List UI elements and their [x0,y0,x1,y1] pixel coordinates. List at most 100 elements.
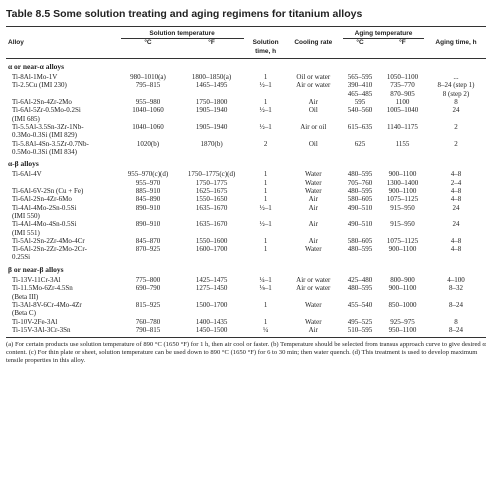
table-cell: 1075–1125 [386,195,419,204]
section-row: α or near-α alloys [6,58,486,73]
column-header: Cooling rate [285,39,342,59]
table-row: Ti-5.5Al-3.5Sn-3Zr-1Nb- 0.3Mo-0.3Si (IMI… [6,123,486,140]
table: Solution temperature Aging temperature A… [6,27,486,339]
table-cell: 1750–1775(c)(d) 1750–1775 [187,170,236,187]
alloy-cell: Ti-6Al-6V-2Sn (Cu + Fe) [12,187,84,196]
alloy-cell: Ti-6Al-2Sn-4Zr-2Mo [12,98,72,107]
table-cell: Air [308,220,318,229]
table-cell: 1500–1700 [195,300,228,309]
table-cell: Water [305,317,322,326]
table-row: Ti-6Al-2Sn-2Zr-2Mo-2Cr- 0.25Si 870–925 160… [6,245,486,262]
table-cell: ½–1 [259,203,272,212]
table-cell: 1 1 [263,170,268,187]
table-cell: 1155 [395,139,410,148]
table-cell: Water [305,187,322,196]
table-body: α or near-α alloys Ti-8Al-1Mo-1V 980–1010(… [6,58,486,339]
table-cell: 795–815 [135,81,161,90]
table-cell: 1 [263,195,268,204]
table-cell: ½–1 [259,122,272,131]
table-header: Solution temperature Aging temperature A… [6,27,486,59]
table-cell: 8 [454,98,458,107]
table-cell: 790–815 [118,325,178,339]
table-cell: 2 [454,139,458,148]
header-spacer [246,27,286,39]
table-cell: 1905–1940 [195,122,228,131]
table-cell: 1870(b) [200,139,223,148]
table-row: Ti-11.5Mo-6Zr-4.5Sn (Beta III) 690–790 127… [6,284,486,301]
column-header: Solution time, h [245,39,286,59]
table-cell: 1140–1175 [386,122,418,131]
table-cell: 540–560 [347,106,373,115]
table-cell: ½–1 [259,220,272,229]
table-cell: 915–950 [390,203,415,212]
table-cell: ½–1 [259,81,272,90]
table-cell: 890–910 [135,220,161,229]
table-row: Ti-6Al-4V 955–970(c)(d) 955–970 1750–1775(… [6,170,486,187]
table-cell: Air [285,325,342,339]
table-cell: 455–540 [347,300,373,309]
column-header: Aging time, h [426,39,486,59]
table-cell: 8–24 [426,325,486,339]
table-cell: 890–910 [135,203,161,212]
table-cell: 8–24 (step 1) 8 (step 2) [437,81,475,98]
alloy-cell: Ti-13V-11Cr-3Al [12,276,61,285]
table-cell: Oil [308,139,318,148]
table-cell: 1600–1700 [195,245,228,254]
header-spacer [285,27,341,39]
table-cell: Oil or water [296,73,331,82]
table-cell: Water [305,245,322,254]
alloy-cell: Ti-6Al-4V [12,170,42,179]
table-cell: 2 [454,122,458,131]
alloy-cell: Ti-15V-3Al-3Cr-3Sn [6,325,119,339]
table-cell: 425–480 [347,276,373,285]
table-cell: 980–1010(a) [130,73,166,82]
table-cell: 1020(b) [136,139,160,148]
header-group-label: Aging temperature [343,30,424,40]
table-cell: 495–525 [347,317,373,326]
alloy-cell: Ti-3Al-8V-6Cr-4Mo-4Zr (Beta C) [12,300,82,318]
table-cell: 1905–1940 [195,106,228,115]
header-column-row: Alloy °C °F Solution time, h Cooling rate °C °… [6,39,486,59]
table-cell: 1 [263,245,268,254]
table-cell: 4–100 [447,276,465,285]
table-cell: 900–1100 1300–1400 [386,170,419,187]
table-row: Ti-6Al-2Sn-4Zr-2Mo 955–980 1750–1800 1 Air 59… [6,98,486,106]
table-cell: ⅛–1 [259,284,272,293]
table-cell: 1 [263,73,268,82]
table-cell: 950–1100 [378,325,426,339]
table-cell: Water [305,300,322,309]
table-cell: 510–595 [341,325,379,339]
table-cell: 8–32 [449,284,463,293]
table-cell: 1550–1600 [195,236,228,245]
alloy-cell: Ti-4Al-4Mo-2Sn-0.5Si (IMI 550) [12,203,77,220]
header-spacer [426,27,486,39]
table-cell: 1635–1670 [195,220,228,229]
alloy-cell: Ti-10V-2Fe-3Al [12,317,58,326]
table-cell: Air or water [296,276,331,285]
table-cell: 480–595 705–760 [347,170,373,187]
table-cell: 955–980 [135,98,161,107]
table-row: Ti-10V-2Fe-3Al 760–780 1400–1435 1 Water 495–… [6,318,486,326]
table-cell: Air or oil [300,122,327,131]
table-cell: 4–8 [450,195,462,204]
column-header: °F [378,39,426,59]
table-cell: 390–410 465–485 [347,81,373,98]
table-cell: ¼ [245,325,286,339]
table-cell: 1 [263,300,268,309]
table-cell: 625 [354,139,366,148]
table-cell: 1425–1475 [195,276,228,285]
table-cell: 24 [452,106,460,115]
table-cell: 925–975 [390,317,415,326]
alloy-cell: Ti-6Al-5Zr-0.5Mo-0.2Si (IMI 685) [12,106,81,123]
table-cell: 1 [263,98,268,107]
header-group-row: Solution temperature Aging temperature [6,27,486,40]
table-cell: 690–790 [135,284,161,293]
header-group: Aging temperature [341,27,426,40]
table-cell: 490–510 [347,220,373,229]
table-cell: Oil [308,106,318,115]
section-title: α or near-α alloys [8,61,65,71]
table-cell: 1275–1450 [195,284,228,293]
table-cell: 955–970(c)(d) 955–970 [127,170,169,187]
table-row: Ti-5.8Al-4Sn-3.5Zr-0.7Nb- 0.5Mo-0.3Si (I… [6,140,486,157]
column-header: °C [118,39,178,59]
